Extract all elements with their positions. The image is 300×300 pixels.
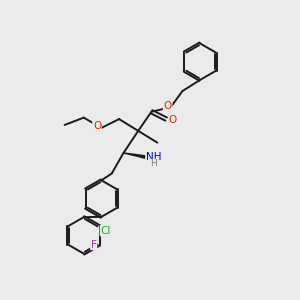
Text: Cl: Cl: [100, 226, 111, 236]
Text: O: O: [164, 100, 172, 110]
Text: O: O: [93, 121, 101, 130]
Text: O: O: [169, 115, 177, 125]
Text: H: H: [150, 159, 157, 168]
Text: NH: NH: [146, 152, 161, 162]
Polygon shape: [124, 153, 147, 159]
Text: F: F: [91, 239, 97, 250]
